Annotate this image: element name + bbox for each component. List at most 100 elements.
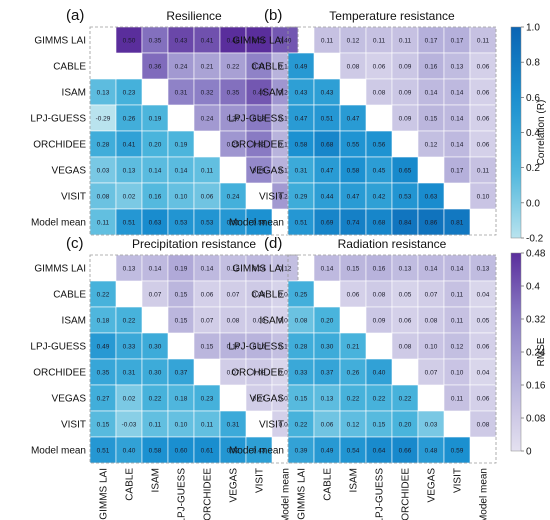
cell-value-label: 0.47 <box>295 116 308 123</box>
cell-value-label: 0.28 <box>97 142 110 149</box>
heatmap-cell <box>313 78 341 106</box>
heatmap-cell <box>417 26 445 54</box>
row-label: ISAM <box>260 316 284 327</box>
heatmap-cell <box>469 358 497 386</box>
cell-value-label: 0.58 <box>149 448 162 455</box>
cell-value-label: 0.48 <box>227 38 240 45</box>
cell-value-label: 0.16 <box>149 194 162 201</box>
heatmap-cell <box>469 130 497 158</box>
cell-value-label: 0.05 <box>477 318 490 325</box>
cell-value-label: 0.15 <box>295 396 308 403</box>
heatmap-cell <box>141 410 169 438</box>
heatmap-cell <box>141 26 169 54</box>
cell-value-label: 0.31 <box>253 64 266 71</box>
cell-value-label: 0.03 <box>425 422 438 429</box>
row-label: Model mean <box>229 218 284 229</box>
colorbar-tick-label: 0.24 <box>526 348 546 359</box>
colorbar-gradient <box>510 26 522 239</box>
x-tick-label: VEGAS <box>427 468 438 503</box>
cell-value-label: 0.02 <box>123 194 136 201</box>
heatmap-cell <box>193 104 221 132</box>
heatmap-cell <box>167 208 195 236</box>
x-tick-label: CABLE <box>323 468 334 501</box>
row-label: CABLE <box>251 290 284 301</box>
heatmap-panel: (d) Radiation resistance 0.14 0.15 0.16 0.13 0… <box>228 235 497 464</box>
heatmap-cell <box>89 306 117 334</box>
cell-value-label: 0.32 <box>201 90 214 97</box>
cell-value-label: 0.08 <box>347 64 360 71</box>
cell-value-label: 0.08 <box>253 292 266 299</box>
panel-label: (b) <box>264 7 282 24</box>
cell-value-label: 0.11 <box>477 168 490 175</box>
cell-value-label: 0.15 <box>201 344 214 351</box>
heatmap-cell <box>443 306 471 334</box>
cell-value-label: 0.09 <box>399 90 412 97</box>
heatmap-cell <box>245 358 273 386</box>
heatmap-cell <box>167 306 195 334</box>
colorbar-tick-label: 0.08 <box>526 414 546 425</box>
x-tick-label: LPJ-GUESS <box>375 468 386 520</box>
heatmap-cell <box>245 208 273 236</box>
cell-value-label: 0.58 <box>295 142 308 149</box>
cell-value-label: 0.15 <box>373 422 386 429</box>
cell-value-label: 0.08 <box>253 370 266 377</box>
cell-value-label: 0.16 <box>373 266 386 273</box>
cell-value-label: 0.17 <box>279 116 292 123</box>
cell-value-label: 0.30 <box>321 344 334 351</box>
heatmap-cell <box>115 254 143 282</box>
row-label: VEGAS <box>250 166 285 177</box>
cell-value-label: 0.06 <box>373 64 386 71</box>
cell-value-label: 0.04 <box>279 370 292 377</box>
heatmap-cell <box>365 436 393 464</box>
cell-value-label: 0.51 <box>295 220 308 227</box>
heatmap-cell <box>417 208 445 236</box>
cell-value-label: 0.19 <box>175 266 188 273</box>
colorbar-rmse: 0.48 0.4 0.32 0.24 0.16 0.08 0 RMSE <box>510 249 547 458</box>
cell-value-label: 0.33 <box>253 116 266 123</box>
row-label: VEGAS <box>52 394 87 405</box>
row-label: ISAM <box>62 88 86 99</box>
cell-value-label: 0.11 <box>321 38 334 45</box>
heatmap-cell <box>141 182 169 210</box>
row-label: CABLE <box>53 62 86 73</box>
row-label: GIMMS LAI <box>232 36 284 47</box>
cell-value-label: 0.11 <box>451 318 464 325</box>
heatmap-cell <box>245 384 273 412</box>
heatmap-cell <box>365 26 393 54</box>
cell-value-label: 0.08 <box>97 194 110 201</box>
x-tick-label: ORCHIDEE <box>203 468 214 520</box>
x-tick-label: LPJ-GUESS <box>177 468 188 520</box>
cell-value-label: 0.31 <box>123 370 136 377</box>
heatmap-cell <box>219 358 247 386</box>
cell-value-label: 0.13 <box>321 396 334 403</box>
cell-value-label: 0.37 <box>321 370 334 377</box>
cell-value-label: 0.11 <box>477 38 490 45</box>
heatmap-cell <box>193 52 221 80</box>
heatmap-cell <box>417 358 445 386</box>
cell-value-label: 0.21 <box>201 64 214 71</box>
cell-value-label: 0.23 <box>201 396 214 403</box>
heatmap-cell <box>193 78 221 106</box>
heatmap-cell <box>219 78 247 106</box>
heatmap-cell <box>89 358 117 386</box>
cell-value-label: 0.29 <box>295 194 308 201</box>
heatmap-cell <box>391 410 419 438</box>
panel-label: (c) <box>66 235 84 252</box>
cell-value-label: 0.86 <box>425 220 438 227</box>
cell-value-label: 0.08 <box>373 292 386 299</box>
heatmap-cell <box>193 410 221 438</box>
cell-value-label: 0.74 <box>347 220 360 227</box>
cell-value-label: 0.14 <box>175 168 188 175</box>
cell-value-label: 0.51 <box>97 448 110 455</box>
panel-title: Resilience <box>166 9 222 23</box>
cell-value-label: 0.19 <box>149 116 162 123</box>
cell-value-label: 0.26 <box>123 116 136 123</box>
cell-value-label: 0.44 <box>321 194 334 201</box>
heatmap-cell <box>245 130 273 158</box>
cell-value-label: 0.22 <box>295 422 308 429</box>
colorbar-tick-label: 0.0 <box>526 198 540 209</box>
cell-value-label: 0.09 <box>373 318 386 325</box>
row-label: ISAM <box>62 316 86 327</box>
cell-value-label: 0.14 <box>451 142 464 149</box>
cell-value-label: 0.22 <box>347 396 360 403</box>
